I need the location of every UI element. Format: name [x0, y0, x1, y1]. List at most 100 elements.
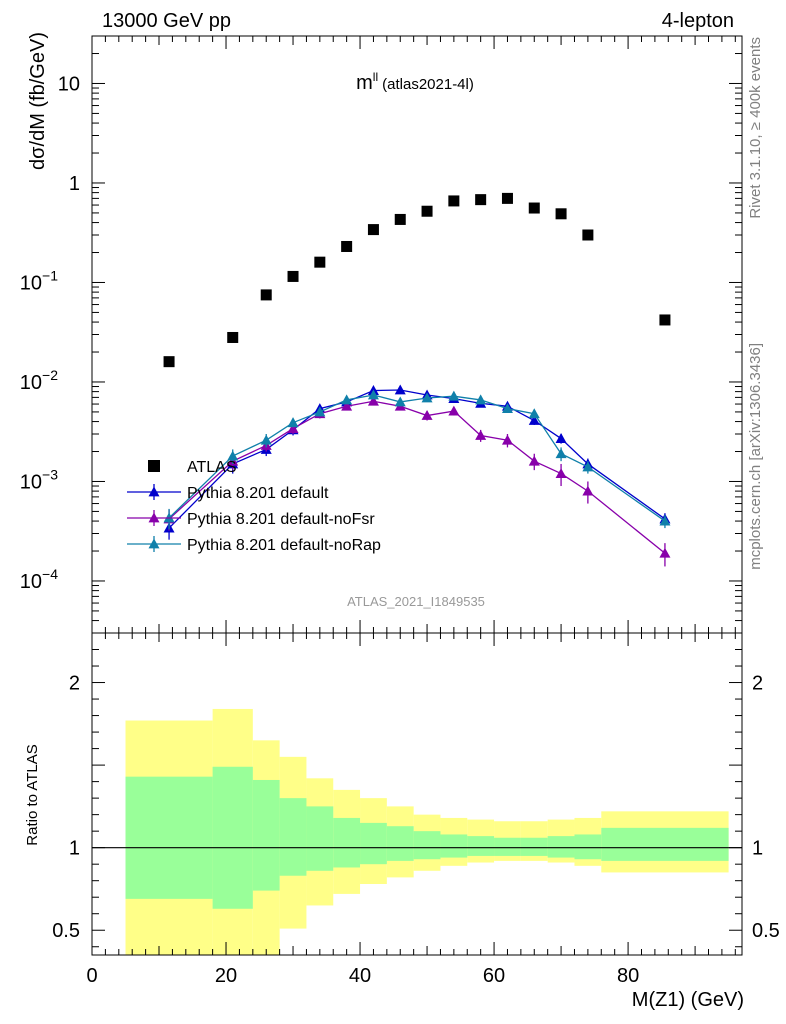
plot-title-suffix: (atlas2021-4l) [382, 76, 474, 93]
ratio-band-inner-bin [212, 766, 253, 909]
series-line [168, 400, 666, 554]
x-tick-label: 60 [483, 965, 505, 987]
main-plot-panel: dσ/dM (fb/GeV) mll (atlas2021-4l) ATLAS_2… [20, 32, 743, 634]
y-tick-exponent: −2 [42, 367, 58, 383]
ratio-band-inner-bin [125, 776, 213, 899]
legend-entry-2: Pythia 8.201 default-noFsr [127, 510, 375, 528]
ratio-band-inner-bin [547, 836, 575, 858]
data-point [341, 240, 353, 252]
header-left: 13000 GeV pp [102, 10, 231, 32]
data-point [475, 194, 487, 206]
data-point [448, 405, 460, 416]
main-plot-data [163, 192, 671, 567]
y-axis-label: dσ/dM (fb/GeV) [27, 32, 49, 170]
ratio-y-tick-label: 2 [69, 673, 80, 695]
y-tick-label: 10 [58, 73, 80, 95]
data-point [287, 417, 299, 428]
y-tick-base: 10 [58, 73, 80, 95]
data-point [163, 356, 175, 368]
data-point [367, 224, 379, 236]
ratio-y-tick-label: 1 [69, 838, 80, 860]
data-point [314, 256, 326, 268]
legend-entry-3: Pythia 8.201 default-noRap [127, 536, 381, 554]
y-tick-base: 10 [20, 272, 42, 294]
y-tick-label: 10−1 [20, 267, 58, 294]
legend-marker [148, 460, 160, 472]
data-point [314, 406, 326, 417]
series-0 [163, 192, 671, 368]
ratio-band-inner-bin [306, 806, 334, 871]
data-point [501, 434, 513, 445]
ratio-y-tick-label-right: 0.5 [752, 920, 780, 942]
side-label-top: Rivet 3.1.10, ≥ 400k events [747, 37, 764, 219]
plot-title-sup: ll [373, 70, 378, 84]
data-point [528, 455, 540, 466]
ratio-band-inner-bin [386, 826, 414, 861]
data-point [555, 448, 567, 459]
x-tick-label: 40 [349, 965, 371, 987]
plot-title: mll (atlas2021-4l) [356, 70, 474, 94]
data-point [659, 547, 671, 558]
y-tick-base: 1 [69, 173, 80, 195]
legend-label: Pythia 8.201 default [187, 485, 329, 502]
ratio-band-inner-bin [333, 817, 361, 868]
data-point [528, 202, 540, 214]
watermark: ATLAS_2021_I1849535 [347, 594, 485, 609]
legend-marker [148, 486, 160, 497]
data-point [421, 205, 433, 217]
y-tick-exponent: −4 [42, 566, 58, 582]
data-point [528, 408, 540, 419]
y-tick-label: 10−3 [20, 466, 58, 493]
data-point [260, 434, 272, 445]
legend-label: Pythia 8.201 default-noRap [187, 537, 381, 554]
data-point [475, 429, 487, 440]
legend-entry-0: ATLAS [148, 459, 237, 476]
x-tick-label: 0 [86, 965, 97, 987]
ratio-plot-panel: 0 20 40 60 80 2 2 1 1 0.5 0.5 Ratio to ATLAS M(Z1)… [24, 632, 780, 1011]
ratio-band-inner-bin [574, 834, 602, 860]
y-tick-exponent: −3 [42, 466, 58, 482]
data-point [555, 208, 567, 220]
y-tick-base: 10 [20, 372, 42, 394]
ratio-band-inner-bin [601, 827, 729, 861]
data-point [501, 403, 513, 414]
y-tick-label: 10−2 [20, 367, 58, 394]
data-point [659, 515, 671, 526]
ratio-y-tick-label-right: 1 [752, 838, 763, 860]
y-tick-label: 1 [69, 173, 80, 195]
data-point [582, 485, 594, 496]
data-point [227, 331, 239, 343]
data-point [659, 314, 671, 326]
legend-label: Pythia 8.201 default-noFsr [187, 511, 375, 528]
ratio-bands [92, 708, 742, 955]
data-point [394, 213, 406, 225]
ratio-band-inner-bin [467, 836, 495, 856]
ratio-band-inner-bin [520, 837, 548, 856]
series-3 [163, 389, 671, 530]
data-point [367, 389, 379, 400]
y-tick-label: 10−4 [20, 566, 58, 593]
x-axis-label: M(Z1) (GeV) [632, 989, 744, 1011]
data-point [341, 400, 353, 411]
data-point [341, 394, 353, 405]
ratio-band-inner-bin [252, 779, 280, 891]
side-label-bottom: mcplots.cern.ch [arXiv:1306.3436] [747, 343, 764, 570]
ratio-plot-axes: 0 20 40 60 80 2 2 1 1 0.5 0.5 [52, 632, 780, 987]
ratio-y-axis-label: Ratio to ATLAS [24, 744, 41, 845]
y-tick-exponent: −1 [42, 267, 58, 283]
ratio-plot-frame [91, 632, 743, 956]
data-point [555, 468, 567, 478]
x-tick-label: 80 [617, 965, 639, 987]
legend: ATLAS Pythia 8.201 default Pythia 8.201 de… [127, 459, 381, 554]
ratio-band-inner-bin [440, 834, 468, 858]
ratio-band-inner-bin [413, 831, 441, 860]
ratio-band-inner-bin [360, 822, 387, 865]
legend-label: ATLAS [187, 459, 237, 476]
ratio-y-tick-label-right: 2 [752, 673, 763, 695]
series-line [168, 394, 666, 522]
legend-marker [148, 512, 160, 523]
series-line [168, 389, 666, 529]
data-point [421, 392, 433, 403]
data-point [287, 270, 299, 282]
data-point [448, 390, 460, 401]
